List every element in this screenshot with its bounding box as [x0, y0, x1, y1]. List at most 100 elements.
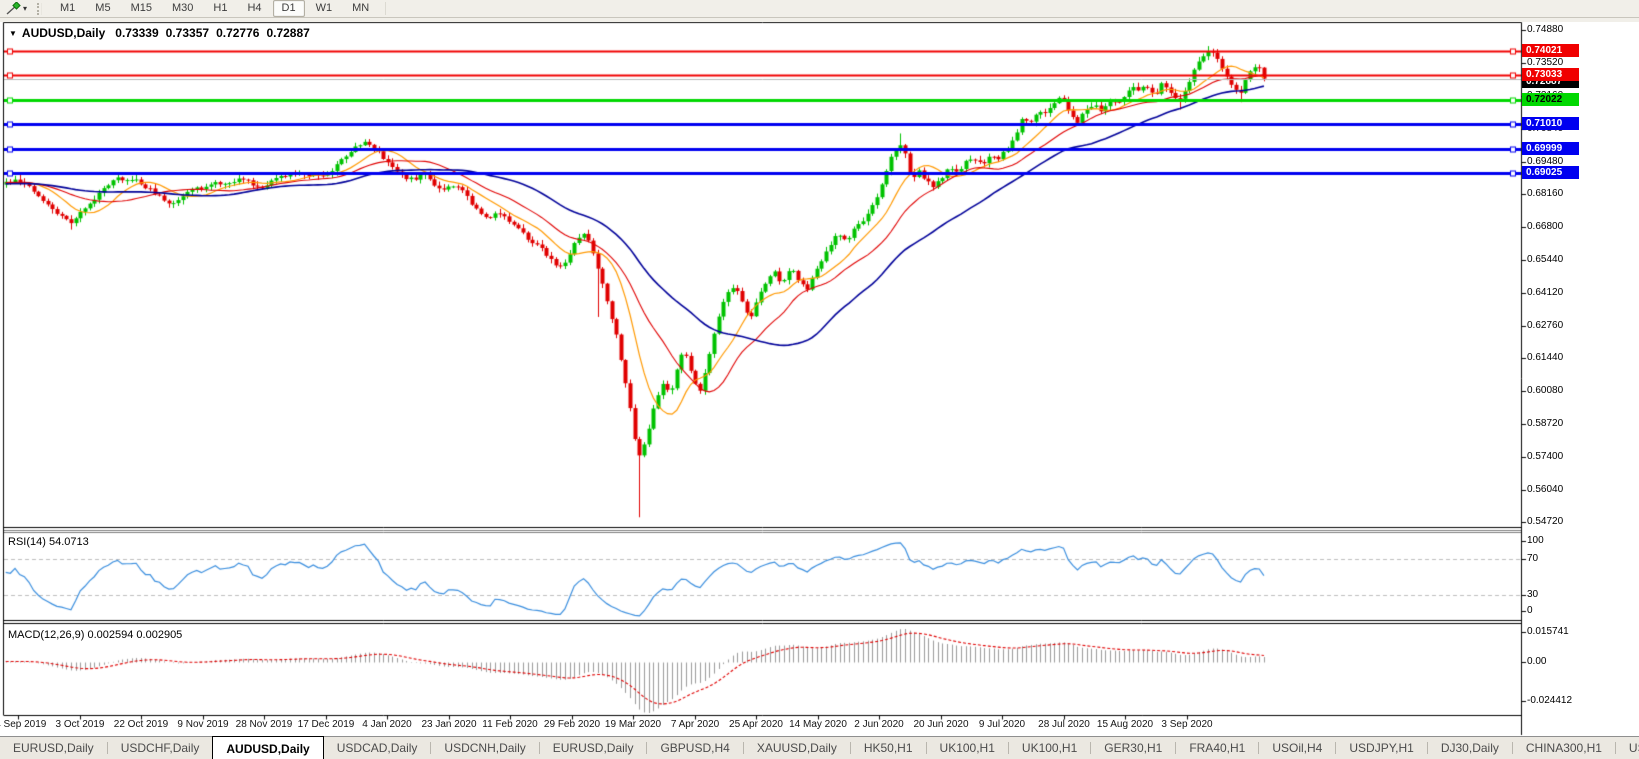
timeframe-button-H1[interactable]: H1 — [213, 2, 228, 14]
chart-tab-EURUSD-Daily[interactable]: EURUSD,Daily — [13, 741, 94, 755]
timeframe-button-M30[interactable]: M30 — [171, 2, 194, 14]
date-axis-label: 28 Jul 2020 — [1038, 719, 1090, 730]
tab-separator — [849, 742, 851, 754]
macd-axis-label: 0.015741 — [1527, 626, 1569, 637]
toolbar-separator — [385, 2, 387, 15]
chart-tab-USOil-H1[interactable]: USOil,H1 — [1628, 741, 1639, 755]
price-tick-label: 0.65440 — [1527, 254, 1564, 265]
tab-separator — [430, 742, 432, 754]
price-line-label: 0.74021 — [1522, 44, 1579, 57]
date-axis-label: 15 Aug 2020 — [1096, 719, 1154, 730]
price-tick-label: 0.61440 — [1527, 352, 1564, 363]
tab-separator — [646, 742, 648, 754]
tab-separator — [1175, 742, 1177, 754]
chart-tab-EURUSD-Daily[interactable]: EURUSD,Daily — [552, 741, 634, 755]
date-axis-label: 7 Apr 2020 — [670, 719, 720, 730]
tab-separator — [1007, 742, 1009, 754]
macd-axis-label: -0.024412 — [1527, 695, 1573, 706]
rsi-value: 54.0713 — [48, 536, 89, 548]
toolbar-grip[interactable] — [37, 2, 43, 15]
timeframe-button-H4[interactable]: H4 — [247, 2, 262, 14]
date-axis-label: 23 Jan 2020 — [421, 719, 477, 730]
price-line-label: 0.71010 — [1522, 117, 1579, 130]
chart-tab-AUDUSD-Daily[interactable]: AUDUSD,Daily — [212, 736, 324, 759]
date-axis-label: 2 Jun 2020 — [854, 719, 904, 730]
date-axis-label: 3 Sep 2020 — [1161, 719, 1213, 730]
toolbar-lower-strip — [0, 18, 1639, 22]
timeframe-button-MN[interactable]: MN — [352, 2, 370, 14]
tab-separator — [1426, 742, 1428, 754]
ohlc-high: 0.73357 — [165, 26, 210, 40]
line-studies-icon[interactable] — [3, 1, 23, 16]
rsi-axis-label: 0 — [1527, 605, 1533, 616]
chart-tab-HK50-H1[interactable]: HK50,H1 — [863, 741, 913, 755]
chart-tab-USOil-H4[interactable]: USOil,H4 — [1272, 741, 1323, 755]
chart-tab-UK100-H1[interactable]: UK100,H1 — [1021, 741, 1078, 755]
chart-tab-UK100-H1[interactable]: UK100,H1 — [939, 741, 995, 755]
toolbar-dropdown-caret[interactable]: ▾ — [23, 4, 28, 13]
date-axis-label: 9 Nov 2019 — [177, 719, 229, 730]
chart-tab-USDCNH-Daily[interactable]: USDCNH,Daily — [444, 741, 526, 755]
date-axis-label: 28 Nov 2019 — [235, 719, 293, 730]
rsi-axis-label: 30 — [1527, 589, 1539, 600]
date-axis-label: 4 Jan 2020 — [362, 719, 412, 730]
timeframe-button-D1[interactable]: D1 — [272, 0, 305, 17]
tab-separator — [1258, 742, 1260, 754]
symbol-tabbar: EURUSD,Daily USDCHF,Daily AUDUSD,Daily USDC… — [0, 736, 1639, 759]
date-axis-label: 19 Mar 2020 — [604, 719, 662, 730]
chart-tab-USDCAD-Daily[interactable]: USDCAD,Daily — [336, 741, 418, 755]
tab-separator — [1614, 742, 1616, 754]
price-tick-label: 0.64120 — [1527, 287, 1564, 298]
pane-splitter-macd[interactable] — [3, 619, 1522, 625]
timeframe-button-M15[interactable]: M15 — [130, 2, 152, 14]
timeframe-button-W1[interactable]: W1 — [315, 2, 333, 14]
tab-separator — [1335, 742, 1337, 754]
price-tick-label: 0.74880 — [1527, 24, 1564, 35]
date-axis-label: 14 May 2020 — [789, 719, 847, 730]
rsi-pane-label: RSI(14) 54.0713 — [8, 536, 89, 548]
pane-splitter-rsi[interactable] — [3, 528, 1522, 534]
macd-name: MACD(12,26,9) — [8, 629, 85, 641]
price-line-label: 0.69025 — [1522, 166, 1579, 179]
timeframe-button-M1[interactable]: M1 — [60, 2, 76, 14]
ohlc-low: 0.72776 — [216, 26, 260, 40]
ohlc-close: 0.72887 — [266, 26, 310, 40]
date-axis-label: 25 Apr 2020 — [729, 719, 783, 730]
tab-separator — [925, 742, 927, 754]
timeframe-button-M5[interactable]: M5 — [95, 2, 111, 14]
price-tick-label: 0.69480 — [1527, 156, 1564, 167]
price-tick-label: 0.58720 — [1527, 418, 1564, 429]
price-tick-label: 0.54720 — [1527, 516, 1564, 527]
chart-tab-USDJPY-H1[interactable]: USDJPY,H1 — [1349, 741, 1414, 755]
chart-tab-GER30-H1[interactable]: GER30,H1 — [1104, 741, 1163, 755]
rsi-axis-label: 70 — [1527, 553, 1539, 564]
chart-tab-XAUUSD-Daily[interactable]: XAUUSD,Daily — [756, 741, 837, 755]
chart-collapse-icon[interactable]: ▼ — [9, 29, 17, 38]
chart-tab-USDCHF-Daily[interactable]: USDCHF,Daily — [120, 741, 200, 755]
chart-tab-CHINA300-H1[interactable]: CHINA300,H1 — [1525, 741, 1602, 755]
tab-separator — [1511, 742, 1513, 754]
chart-tab-FRA40-H1[interactable]: FRA40,H1 — [1189, 741, 1246, 755]
price-tick-label: 0.60080 — [1527, 385, 1564, 396]
price-tick-label: 0.66800 — [1527, 221, 1564, 232]
price-tick-label: 0.68160 — [1527, 188, 1564, 199]
price-line-label: 0.72022 — [1522, 93, 1579, 106]
price-line-label: 0.73033 — [1522, 68, 1579, 81]
ohlc-open: 0.73339 — [115, 26, 159, 40]
timeframe-button-group: M1 M5 M15 M30 H1 H4 D1 W1 MN — [50, 0, 379, 17]
rsi-axis-label: 100 — [1527, 535, 1544, 546]
rsi-name: RSI(14) — [8, 536, 46, 548]
chart-tab-GBPUSD-H4[interactable]: GBPUSD,H4 — [660, 741, 730, 755]
price-tick-label: 0.57400 — [1527, 451, 1564, 462]
tab-separator — [742, 742, 744, 754]
tab-separator — [106, 742, 108, 754]
date-axis-label: 14 Sep 2019 — [0, 719, 47, 730]
date-axis-label: 22 Oct 2019 — [113, 719, 169, 730]
price-line-label: 0.69999 — [1522, 142, 1579, 155]
date-axis-label: 17 Dec 2019 — [297, 719, 355, 730]
tab-separator — [1090, 742, 1092, 754]
date-axis-label: 11 Feb 2020 — [482, 719, 538, 730]
date-axis-label: 3 Oct 2019 — [55, 719, 105, 730]
chart-tab-DJ30-Daily[interactable]: DJ30,Daily — [1440, 741, 1499, 755]
